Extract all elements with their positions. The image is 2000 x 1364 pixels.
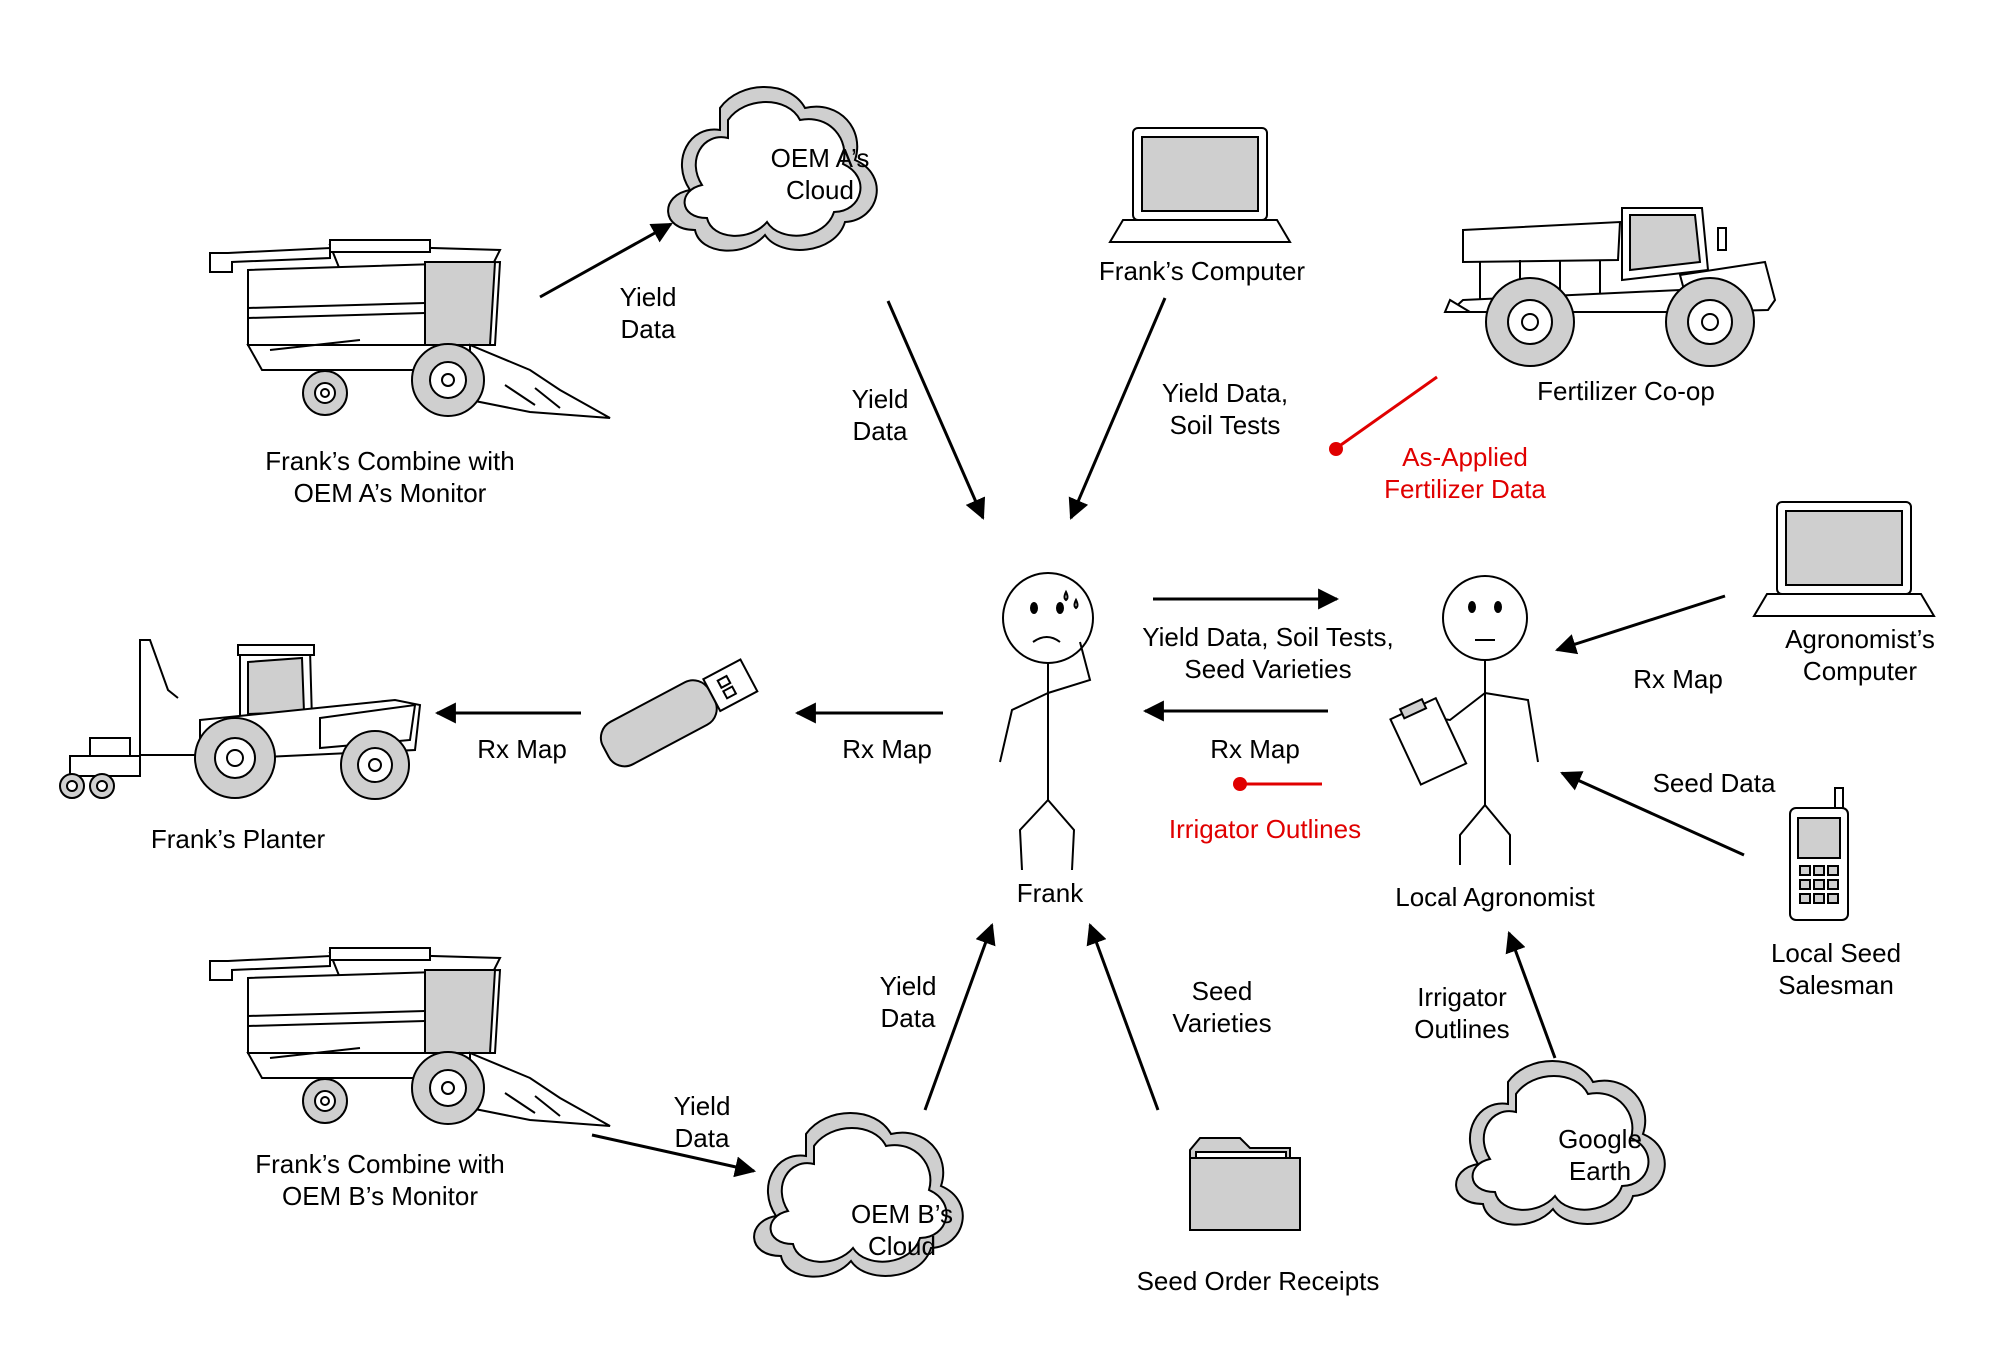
combine-a-label-2: OEM A’s Monitor [294,478,487,508]
edge-label-receipts-1: Seed [1192,976,1253,1006]
edge-label-fertilizer-2: Fertilizer Data [1384,474,1546,504]
edge-labels: Yield Data Yield Data Yield Data, Soil T… [477,282,1776,1153]
arrow-cloud-b-to-frank [923,923,996,1111]
seed-salesman-label-2: Salesman [1778,970,1894,1000]
agronomists-computer-label-1: Agronomist’s [1785,624,1935,654]
edge-label-google-1: Irrigator [1417,982,1507,1012]
oem-a-cloud-label-1: OEM A’s [771,143,870,173]
combine-b-icon [209,947,611,1127]
franks-computer-label: Frank’s Computer [1099,256,1305,286]
edge-label-combine-b-yield-2: Data [675,1123,730,1153]
cloud-google-earth-icon [1455,1060,1666,1226]
combine-a-icon [209,239,611,419]
edge-label-fertilizer-1: As-Applied [1402,442,1528,472]
cloud-oem-b-icon [753,1112,964,1278]
edge-label-frank-to-agronomist-1: Yield Data, Soil Tests, [1142,622,1393,652]
red-connector-fertilizer [1337,375,1438,449]
local-agronomist-label: Local Agronomist [1395,882,1595,912]
oem-b-cloud-label-1: OEM B’s [851,1199,953,1229]
edge-label-computer-2: Soil Tests [1170,410,1281,440]
laptop-franks-computer-icon [1108,127,1292,243]
edge-label-combine-a-yield-1: Yield [620,282,677,312]
red-connector-dot-fertilizer [1329,442,1343,456]
arrow-google-to-agronomist [1505,931,1557,1059]
oem-a-cloud-label-2: Cloud [786,175,854,205]
arrow-salesman-to-agronomist [1560,771,1745,857]
arrow-receipts-to-frank [1086,923,1160,1111]
combine-a-label-1: Frank’s Combine with [265,446,515,476]
google-earth-label-2: Earth [1569,1156,1631,1186]
folder-icon [1189,1137,1301,1231]
seed-order-receipts-label: Seed Order Receipts [1137,1266,1380,1296]
frank-figure-icon [999,572,1094,871]
seed-salesman-label-1: Local Seed [1771,938,1901,968]
edge-label-cloud-b-yield-1: Yield [880,971,937,1001]
edge-label-agronomist-rx-map: Rx Map [1210,734,1300,764]
frank-label: Frank [1017,878,1084,908]
fertilizer-tractor-icon [1443,207,1777,367]
edge-label-computer-1: Yield Data, [1162,378,1288,408]
edge-label-planter-rx-map: Rx Map [477,734,567,764]
arrows [434,222,1745,1178]
arrow-agro-computer-to-agronomist [1555,594,1726,655]
edge-label-cloud-a-yield-2: Data [853,416,908,446]
google-earth-label-1: Google [1558,1124,1642,1154]
agronomists-computer-label-2: Computer [1803,656,1917,686]
edge-label-google-2: Outlines [1414,1014,1509,1044]
edge-label-cloud-a-yield-1: Yield [852,384,909,414]
red-connector-dot-irrigator [1233,777,1247,791]
combine-b-label-2: OEM B’s Monitor [282,1181,478,1211]
fertilizer-coop-label: Fertilizer Co-op [1537,376,1715,406]
edge-label-agro-computer-rx-map: Rx Map [1633,664,1723,694]
edge-label-receipts-2: Varieties [1172,1008,1271,1038]
arrow-computer-to-frank [1068,297,1167,520]
planter-label: Frank’s Planter [151,824,326,854]
edge-label-cloud-b-yield-2: Data [881,1003,936,1033]
edge-label-frank-to-agronomist-2: Seed Varieties [1184,654,1351,684]
planter-tractor-icon [59,639,422,800]
edge-label-combine-b-yield-1: Yield [674,1091,731,1121]
cell-phone-icon [1789,787,1849,921]
agronomist-figure-icon [1389,575,1539,865]
arrow-combine-b-to-cloud-b [591,1133,757,1178]
arrow-combine-a-to-cloud-a [539,222,673,299]
usb-drive-icon [599,658,759,768]
edge-label-combine-a-yield-2: Data [621,314,676,344]
combine-b-label-1: Frank’s Combine with [255,1149,505,1179]
oem-b-cloud-label-2: Cloud [868,1231,936,1261]
edge-label-usb-rx-map: Rx Map [842,734,932,764]
cloud-oem-a-icon [667,86,878,252]
arrow-cloud-a-to-frank [886,300,986,520]
edge-label-irrigator-red: Irrigator Outlines [1169,814,1361,844]
edge-label-seed-data: Seed Data [1653,768,1776,798]
node-labels: OEM A’s Cloud Frank’s Computer Fertilize… [151,143,1935,1296]
laptop-agronomist-computer-icon [1752,501,1936,617]
